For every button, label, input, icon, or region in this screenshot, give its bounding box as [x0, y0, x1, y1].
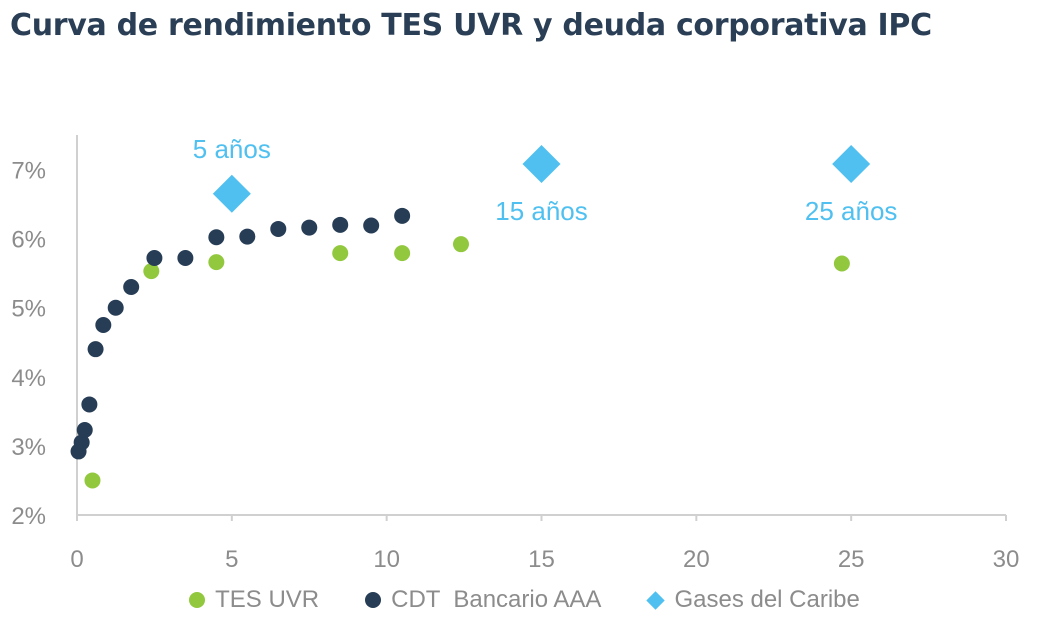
- point-cdt-bancario-aaa: [363, 217, 380, 234]
- legend-label-tes-uvr: TES UVR: [215, 586, 320, 613]
- point-cdt-bancario-aaa: [81, 396, 98, 413]
- legend-label-cdt-bancario: CDT Bancario AAA: [391, 586, 602, 613]
- point-cdt-bancario-aaa: [87, 341, 104, 358]
- x-tick-label: 10: [373, 546, 400, 573]
- x-tick-label: 5: [225, 546, 238, 573]
- y-tick-label: 5%: [11, 296, 46, 323]
- point-tes-uvr: [332, 245, 349, 262]
- y-tick-label: 2%: [11, 503, 46, 530]
- chart-title: Curva de rendimiento TES UVR y deuda cor…: [10, 8, 932, 43]
- legend-marker-cdt-bancario: [365, 592, 382, 608]
- legend-item-gases-del-caribe: Gases del Caribe: [646, 586, 860, 614]
- y-tick-label: 7%: [11, 158, 46, 185]
- point-tes-uvr: [84, 472, 101, 489]
- point-cdt-bancario-aaa: [73, 434, 90, 451]
- point-cdt-bancario-aaa: [270, 220, 287, 237]
- annotation-label: 5 años: [193, 134, 271, 164]
- point-cdt-bancario-aaa: [301, 219, 318, 236]
- legend-label-gases-del-caribe: Gases del Caribe: [674, 586, 860, 613]
- point-gases-del-caribe: [832, 145, 871, 184]
- point-cdt-bancario-aaa: [95, 317, 112, 333]
- legend-item-cdt-bancario: CDT Bancario AAA: [365, 586, 601, 614]
- y-tick-label: 3%: [11, 434, 46, 461]
- point-cdt-bancario-aaa: [208, 229, 225, 246]
- point-cdt-bancario-aaa: [177, 249, 194, 266]
- annotation-label: 15 años: [495, 196, 588, 226]
- annotation-label: 25 años: [805, 196, 898, 226]
- y-tick-label: 4%: [11, 365, 46, 392]
- point-tes-uvr: [394, 245, 411, 262]
- point-gases-del-caribe: [522, 145, 561, 184]
- x-tick-label: 20: [683, 546, 710, 573]
- point-tes-uvr: [143, 263, 160, 280]
- x-tick-label: 25: [838, 546, 865, 573]
- x-tick-label: 15: [528, 546, 555, 573]
- legend-marker-tes-uvr: [189, 592, 206, 608]
- point-cdt-bancario-aaa: [76, 422, 93, 439]
- legend-marker-gases-del-caribe: [646, 590, 666, 610]
- point-cdt-bancario-aaa: [146, 249, 163, 266]
- point-cdt-bancario-aaa: [394, 207, 411, 224]
- point-cdt-bancario-aaa: [123, 279, 140, 295]
- x-tick-label: 0: [70, 546, 83, 573]
- point-cdt-bancario-aaa: [332, 216, 349, 233]
- y-tick-label: 6%: [11, 227, 46, 254]
- chart-legend: TES UVR CDT Bancario AAA Gases del Carib…: [0, 586, 1049, 614]
- x-tick-label: 30: [993, 546, 1020, 573]
- point-tes-uvr: [452, 236, 469, 253]
- point-cdt-bancario-aaa: [107, 299, 124, 316]
- point-gases-del-caribe: [212, 174, 251, 213]
- point-tes-uvr: [208, 254, 225, 271]
- legend-item-tes-uvr: TES UVR: [189, 586, 319, 614]
- point-tes-uvr: [833, 255, 850, 272]
- point-cdt-bancario-aaa: [239, 228, 256, 245]
